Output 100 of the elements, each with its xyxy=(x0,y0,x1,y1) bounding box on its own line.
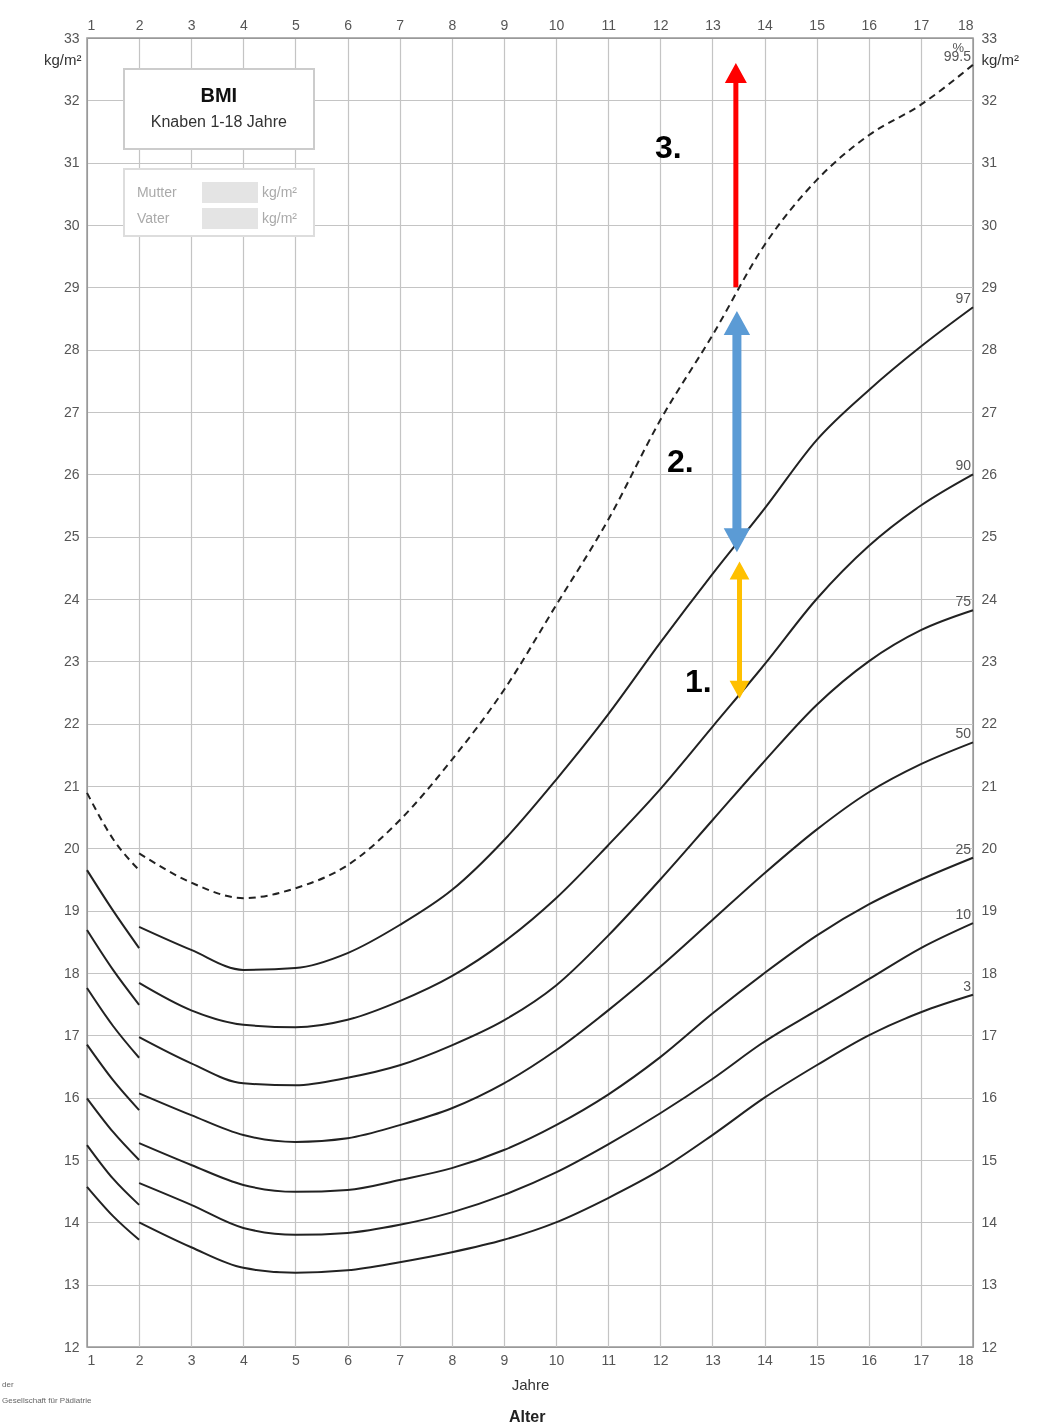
series-label: 90 xyxy=(955,457,972,474)
y-tick-label: 24 xyxy=(63,590,80,607)
y-tick-label: 30 xyxy=(63,216,80,233)
text: Gesellschaft für Pädiatrie xyxy=(2,1396,92,1405)
x-tick-label: 4 xyxy=(239,1351,248,1368)
line-series xyxy=(138,306,974,971)
y2-tick-label: 30 xyxy=(981,216,998,233)
y-tick-label: 14 xyxy=(63,1213,80,1230)
x-tick-label: 3 xyxy=(187,1351,196,1368)
x2-tick-label: 17 xyxy=(913,16,930,33)
y-tick-label: 23 xyxy=(63,652,80,669)
series-label: 3 xyxy=(963,977,972,994)
line-series xyxy=(138,473,974,1029)
x-tick-label: 15 xyxy=(809,1351,826,1368)
x2-tick-label: 13 xyxy=(705,16,721,33)
line-series xyxy=(138,609,974,1087)
y2-tick-label: 32 xyxy=(981,91,998,108)
y2-tick-label: 27 xyxy=(981,403,998,420)
y-tick-label: 18 xyxy=(63,964,80,981)
y-tick-label: 22 xyxy=(63,715,80,732)
annotation: Vater xyxy=(136,210,170,227)
y2-tick-label: 26 xyxy=(981,465,998,482)
line-series xyxy=(138,993,974,1274)
y-tick-label: 17 xyxy=(63,1026,80,1043)
y-tick-label: 15 xyxy=(63,1151,80,1168)
x-tick-label: 2 xyxy=(135,1351,144,1368)
x2-tick-label: 12 xyxy=(653,16,669,33)
text: Alter xyxy=(509,1408,546,1426)
series-label: 75 xyxy=(955,593,972,610)
x2-tick-label: 1 xyxy=(87,16,96,33)
y2-tick-label: 25 xyxy=(981,528,998,545)
x-tick-label: 7 xyxy=(396,1351,405,1368)
x-tick-label: 1 xyxy=(87,1351,96,1368)
y2-tick-label: 14 xyxy=(981,1213,998,1230)
y2-tick-label: 24 xyxy=(981,590,998,607)
series-label: 97 xyxy=(955,290,972,307)
y-tick-label: 31 xyxy=(63,154,80,171)
x-tick-label: 14 xyxy=(757,1351,774,1368)
y-tick-label: 27 xyxy=(63,403,80,420)
y-tick-label: 33 xyxy=(63,29,80,46)
y2-axis-title: kg/m² xyxy=(981,50,1019,68)
y2-tick-label: 17 xyxy=(981,1026,998,1043)
x-tick-label: 8 xyxy=(448,1351,457,1368)
line-series xyxy=(138,856,974,1193)
annotation: Mutter xyxy=(136,184,177,201)
y-axis-title: kg/m² xyxy=(44,50,82,68)
line-series xyxy=(138,63,974,900)
y2-tick-label: 22 xyxy=(981,715,998,732)
y-tick-label: 29 xyxy=(63,278,80,295)
annotation: kg/m² xyxy=(261,184,297,201)
y2-tick-label: 33 xyxy=(981,29,998,46)
x2-tick-label: 2 xyxy=(135,16,144,33)
x2-tick-label: 11 xyxy=(601,16,617,33)
y-tick-label: 26 xyxy=(63,465,80,482)
y2-tick-label: 18 xyxy=(981,964,998,981)
y-tick-label: 12 xyxy=(63,1338,80,1355)
annotation: 3. xyxy=(655,129,682,166)
text: Knaben 1-18 Jahre xyxy=(149,112,288,131)
y2-tick-label: 29 xyxy=(981,278,998,295)
series-label: 25 xyxy=(955,840,972,857)
line-series xyxy=(138,741,974,1143)
x-axis-title: Jahre xyxy=(511,1375,550,1393)
y2-tick-label: 16 xyxy=(981,1089,998,1106)
y2-tick-label: 20 xyxy=(981,839,998,856)
x2-tick-label: 4 xyxy=(239,16,248,33)
x-tick-label: 16 xyxy=(861,1351,878,1368)
x-tick-label: 11 xyxy=(601,1351,617,1368)
y-tick-label: 20 xyxy=(63,839,80,856)
x-tick-label: 13 xyxy=(705,1351,721,1368)
y-tick-label: 16 xyxy=(63,1089,80,1106)
y-tick-label: 25 xyxy=(63,528,80,545)
x2-tick-label: 10 xyxy=(548,16,565,33)
x2-tick-label: 6 xyxy=(344,16,353,33)
x2-tick-label: 5 xyxy=(292,16,301,33)
x2-tick-label: 14 xyxy=(757,16,774,33)
annotation: kg/m² xyxy=(261,210,297,227)
y2-tick-label: 13 xyxy=(981,1276,998,1293)
x2-tick-label: 15 xyxy=(809,16,826,33)
y-tick-label: 19 xyxy=(63,902,80,919)
series-label: 10 xyxy=(955,906,972,923)
x-tick-label: 6 xyxy=(344,1351,353,1368)
x-tick-label: 12 xyxy=(653,1351,669,1368)
x-tick-label: 17 xyxy=(913,1351,930,1368)
y2-tick-label: 21 xyxy=(981,777,998,794)
text: der xyxy=(2,1380,14,1389)
x-tick-label: 9 xyxy=(500,1351,509,1368)
x-tick-label: 18 xyxy=(957,1351,974,1368)
y-tick-label: 21 xyxy=(63,777,80,794)
y2-tick-label: 23 xyxy=(981,652,998,669)
x-tick-label: 5 xyxy=(292,1351,301,1368)
text: BMI xyxy=(199,83,239,107)
y2-tick-label: 15 xyxy=(981,1151,998,1168)
x2-tick-label: 18 xyxy=(957,16,974,33)
x2-tick-label: 9 xyxy=(500,16,509,33)
y-tick-label: 28 xyxy=(63,341,80,358)
y-tick-label: 13 xyxy=(63,1276,80,1293)
x-tick-label: 10 xyxy=(548,1351,565,1368)
y-tick-label: 32 xyxy=(63,91,80,108)
y2-tick-label: 19 xyxy=(981,902,998,919)
series-label: 50 xyxy=(955,725,972,742)
